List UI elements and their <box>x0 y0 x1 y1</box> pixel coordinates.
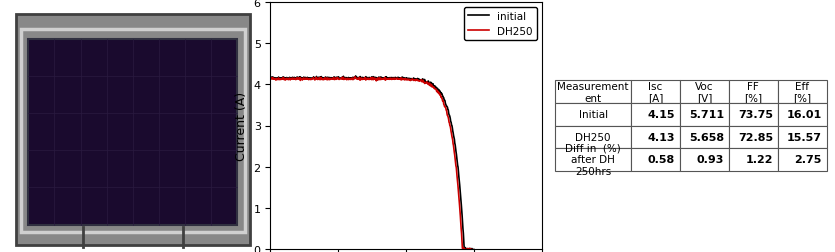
DH250 <box>431 88 441 91</box>
DH250 <box>266 78 276 81</box>
initial <box>362 78 372 81</box>
Y-axis label: Current (A): Current (A) <box>235 91 248 161</box>
DH250 <box>350 76 360 79</box>
initial <box>266 77 276 80</box>
FancyBboxPatch shape <box>28 40 237 225</box>
initial <box>387 77 397 80</box>
DH250 <box>386 78 396 81</box>
initial <box>351 75 361 78</box>
DH250 <box>362 78 372 81</box>
initial <box>461 248 471 251</box>
DH250 <box>463 247 473 250</box>
DH250 <box>375 79 385 82</box>
DH250 <box>362 78 372 81</box>
Line: initial: initial <box>271 77 474 249</box>
initial <box>469 248 479 251</box>
DH250 <box>467 248 477 251</box>
initial <box>465 247 475 250</box>
Line: DH250: DH250 <box>271 77 472 249</box>
FancyBboxPatch shape <box>16 15 250 244</box>
initial <box>433 88 443 91</box>
Legend: initial, DH250: initial, DH250 <box>463 8 537 41</box>
initial <box>364 77 374 80</box>
DH250 <box>459 248 469 251</box>
initial <box>376 78 386 81</box>
